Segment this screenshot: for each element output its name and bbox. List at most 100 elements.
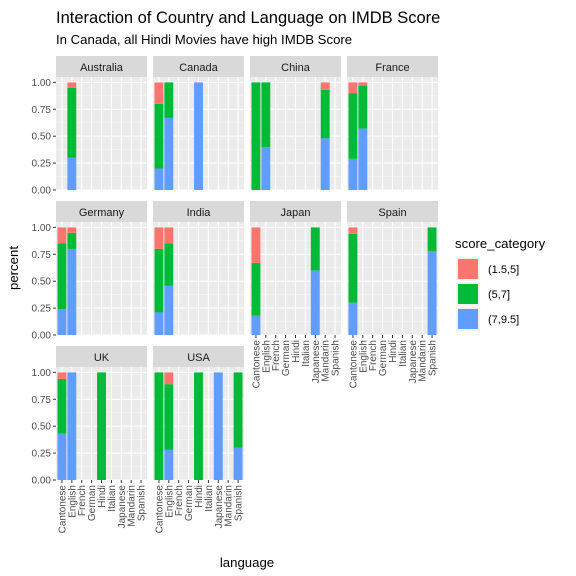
bar-canada-cantonese-high xyxy=(154,168,164,190)
facet-canada: Canada xyxy=(153,56,244,191)
x-tick-label-english: English xyxy=(261,340,272,373)
x-tick-label-french: French xyxy=(368,340,379,371)
facet-strip-india xyxy=(153,201,244,222)
facet-china: China xyxy=(250,56,341,191)
bar-china-english-mid xyxy=(261,82,271,147)
bar-france-english-low xyxy=(358,82,368,86)
bar-china-english-high xyxy=(261,146,271,190)
y-tick-label: 0.75 xyxy=(32,105,52,116)
y-tick-label: 0.00 xyxy=(32,476,52,487)
x-tick-label-mandarin: Mandarin xyxy=(418,340,429,382)
facet-label-france: France xyxy=(375,62,409,74)
y-tick-label: 0.75 xyxy=(32,395,52,406)
chart-subtitle: In Canada, all Hindi Movies have high IM… xyxy=(56,32,352,47)
bar-uk-cantonese-low xyxy=(57,372,67,379)
bar-spain-cantonese-low xyxy=(348,227,358,234)
x-tick-label-hindi: Hindi xyxy=(194,485,205,508)
bar-japan-cantonese-mid xyxy=(251,262,261,316)
x-tick-label-german: German xyxy=(281,340,292,376)
x-tick-label-german: German xyxy=(87,485,98,521)
facet-strip-japan xyxy=(250,201,341,222)
bar-usa-japanese-high xyxy=(213,372,223,480)
bar-uk-cantonese-high xyxy=(57,433,67,480)
facet-usa: USA CantoneseEnglishFrenchGermanHindiItal… xyxy=(153,346,245,533)
bar-germany-english-high xyxy=(67,248,77,335)
legend-swatch-high xyxy=(458,309,478,329)
bar-uk-cantonese-mid xyxy=(57,378,67,434)
y-tick-label: 0.50 xyxy=(32,132,52,143)
facet-strip-germany xyxy=(56,201,147,222)
y-tick-label: 0.50 xyxy=(32,277,52,288)
x-tick-label-german: German xyxy=(378,340,389,376)
facet-label-germany: Germany xyxy=(79,207,125,219)
x-tick-label-cantonese: Cantonese xyxy=(57,485,68,534)
x-tick-label-japanese: Japanese xyxy=(311,340,322,384)
bar-usa-cantonese-mid xyxy=(154,372,164,480)
bar-india-english-low xyxy=(164,227,174,244)
facet-panels: Australia 0.00 0.25 0.50 0.75 1.00 Canada China… xyxy=(32,56,439,533)
x-tick-label-mandarin: Mandarin xyxy=(127,485,138,527)
bar-canada-english-mid xyxy=(164,82,174,118)
x-tick-label-japanese: Japanese xyxy=(214,485,225,529)
bar-usa-english-low xyxy=(164,372,174,385)
x-axis-label: language xyxy=(220,555,274,570)
x-tick-label-french: French xyxy=(271,340,282,371)
facet-label-canada: Canada xyxy=(179,62,218,74)
x-tick-label-japanese: Japanese xyxy=(117,485,128,529)
bar-germany-cantonese-low xyxy=(57,227,67,244)
facet-label-uk: UK xyxy=(94,352,110,364)
bar-france-cantonese-low xyxy=(348,82,358,94)
x-tick-label-italian: Italian xyxy=(301,340,312,367)
legend-swatch-mid xyxy=(458,284,478,304)
facet-label-usa: USA xyxy=(187,352,210,364)
bar-usa-spanish-mid xyxy=(233,372,243,448)
x-tick-label-english: English xyxy=(164,485,175,518)
x-tick-label-french: French xyxy=(77,485,88,516)
bar-australia-english-high xyxy=(67,157,77,190)
bar-usa-spanish-high xyxy=(233,447,243,480)
bar-china-mandarin-mid xyxy=(320,89,330,139)
x-tick-label-spanish: Spanish xyxy=(331,340,342,376)
bar-germany-english-mid xyxy=(67,232,77,249)
bar-spain-cantonese-high xyxy=(348,302,358,335)
x-tick-label-hindi: Hindi xyxy=(291,340,302,363)
legend-title: score_category xyxy=(455,236,546,251)
bar-spain-spanish-mid xyxy=(427,227,437,252)
y-tick-label: 1.00 xyxy=(32,78,52,89)
facet-label-japan: Japan xyxy=(281,207,311,219)
facet-strip-australia xyxy=(56,56,147,77)
bar-canada-cantonese-low xyxy=(154,82,164,104)
x-tick-label-mandarin: Mandarin xyxy=(321,340,332,382)
y-tick-label: 0.50 xyxy=(32,422,52,433)
bar-india-english-mid xyxy=(164,243,174,286)
x-tick-label-japanese: Japanese xyxy=(408,340,419,384)
x-tick-label-german: German xyxy=(184,485,195,521)
y-tick-label: 0.75 xyxy=(32,250,52,261)
bar-usa-english-mid xyxy=(164,384,174,450)
facet-strip-spain xyxy=(347,201,438,222)
y-tick-label: 0.25 xyxy=(32,449,52,460)
facet-strip-france xyxy=(347,56,438,77)
bar-uk-hindi-mid xyxy=(97,372,106,480)
bar-australia-english-low xyxy=(67,82,77,88)
bar-germany-english-low xyxy=(67,227,77,233)
facet-label-spain: Spain xyxy=(378,207,406,219)
facet-strip-canada xyxy=(153,56,244,77)
y-tick-label: 0.25 xyxy=(32,304,52,315)
x-tick-label-cantonese: Cantonese xyxy=(154,485,165,534)
x-tick-label-spanish: Spanish xyxy=(234,485,245,521)
facet-australia: Australia 0.00 0.25 0.50 0.75 1.00 xyxy=(32,56,147,197)
bar-canada-english-high xyxy=(164,117,174,190)
x-tick-label-cantonese: Cantonese xyxy=(348,340,359,389)
legend-label-low: (1.5,5] xyxy=(488,264,519,276)
bar-india-cantonese-mid xyxy=(154,248,164,313)
bar-spain-cantonese-mid xyxy=(348,233,358,303)
bar-india-cantonese-high xyxy=(154,312,164,335)
bar-canada-hindi-high xyxy=(194,82,203,190)
bar-china-mandarin-low xyxy=(320,82,330,90)
bar-germany-cantonese-mid xyxy=(57,243,67,310)
y-tick-label: 1.00 xyxy=(32,223,52,234)
x-tick-label-french: French xyxy=(174,485,185,516)
bar-usa-hindi-mid xyxy=(194,372,203,480)
